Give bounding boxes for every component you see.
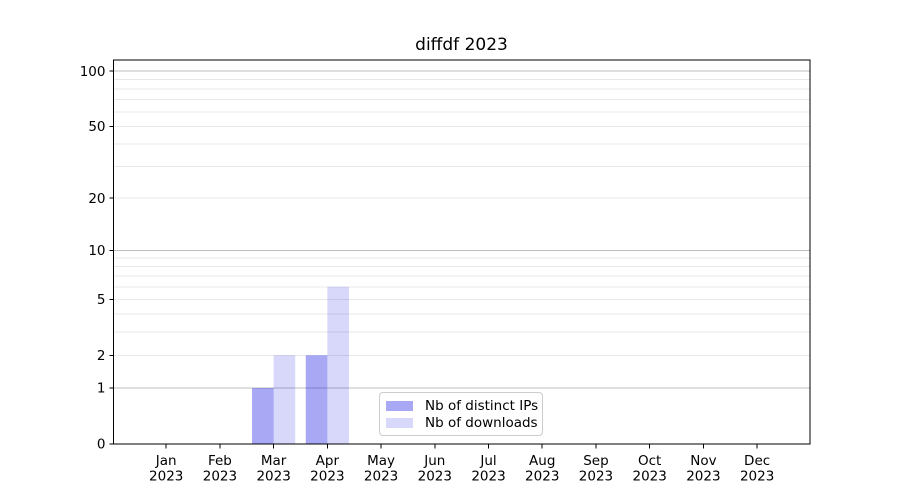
- legend-swatch-distinct-ips: [386, 401, 413, 411]
- x-tick-label-year: 2023: [471, 469, 505, 485]
- legend-label-downloads: Nb of downloads: [425, 415, 538, 431]
- y-tick-label: 0: [97, 437, 106, 453]
- x-tick-label-month: Nov: [690, 453, 716, 469]
- bar-downloads: [273, 355, 296, 444]
- x-tick-label-year: 2023: [740, 469, 774, 485]
- legend-item-distinct-ips: Nb of distinct IPs: [386, 398, 538, 414]
- bar-distinct-ips: [305, 355, 328, 444]
- legend-label-distinct-ips: Nb of distinct IPs: [425, 398, 539, 414]
- x-tick-label-year: 2023: [633, 469, 667, 485]
- x-tick-label-month: Jan: [155, 453, 177, 469]
- y-tick-label: 1: [97, 381, 106, 397]
- y-tick-label: 100: [80, 64, 106, 80]
- x-tick-label-month: Dec: [744, 453, 770, 469]
- x-tick-label-year: 2023: [203, 469, 237, 485]
- x-tick-label-month: Sep: [583, 453, 608, 469]
- x-tick-label-month: Apr: [316, 453, 340, 469]
- x-tick-label-month: Oct: [638, 453, 661, 469]
- x-tick-label-year: 2023: [686, 469, 720, 485]
- y-tick-label: 20: [88, 191, 105, 207]
- x-tick-label-month: Aug: [529, 453, 555, 469]
- axis-spines: [113, 59, 811, 445]
- chart-title: diffdf 2023: [415, 35, 508, 55]
- y-tick-label: 5: [97, 292, 106, 308]
- x-tick-label-year: 2023: [256, 469, 290, 485]
- legend-box: Nb of distinct IPs Nb of downloads: [379, 392, 543, 436]
- x-tick-label-month: May: [367, 453, 395, 469]
- x-tick-label-month: Jul: [479, 453, 496, 469]
- x-tick-label-year: 2023: [364, 469, 398, 485]
- x-tick-label-year: 2023: [579, 469, 613, 485]
- x-tick-label-month: Jun: [423, 453, 445, 469]
- x-tick-label-year: 2023: [149, 469, 183, 485]
- x-tick-label-month: Mar: [261, 453, 287, 469]
- x-tick-label-month: Feb: [208, 453, 232, 469]
- y-tick-label: 50: [88, 119, 105, 135]
- bar-distinct-ips: [252, 388, 274, 444]
- y-tick-label: 10: [88, 243, 105, 259]
- y-tick-label: 2: [97, 348, 106, 364]
- x-tick-label-year: 2023: [525, 469, 559, 485]
- x-tick-label-year: 2023: [310, 469, 344, 485]
- bar-downloads: [327, 286, 349, 444]
- legend-item-downloads: Nb of downloads: [386, 415, 538, 431]
- legend-swatch-downloads: [386, 418, 413, 428]
- x-tick-label-year: 2023: [418, 469, 452, 485]
